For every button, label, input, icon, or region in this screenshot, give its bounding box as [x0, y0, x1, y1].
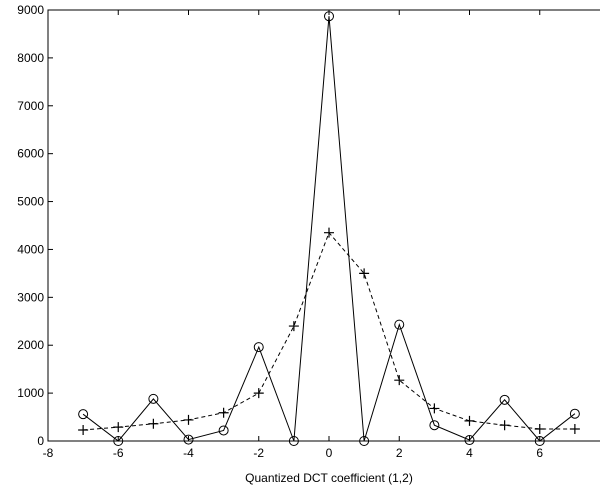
x-tick-label: -2 [253, 446, 264, 460]
x-tick-label: -6 [113, 446, 124, 460]
y-tick-label: 4000 [17, 242, 44, 256]
x-tick-label: -8 [43, 446, 54, 460]
series-2-point [464, 415, 475, 426]
x-axis-label: Quantized DCT coefficient (1,2) [245, 471, 413, 485]
x-tick-label: 0 [326, 446, 333, 460]
series-2-point [148, 418, 159, 429]
series-1-point [429, 420, 440, 431]
series-2-point [253, 388, 264, 399]
y-tick-label: 8000 [17, 51, 44, 65]
x-tick-label: -4 [183, 446, 194, 460]
series-2-point [499, 420, 510, 431]
series-1-point [499, 394, 510, 405]
series-2-point [113, 422, 124, 433]
y-tick-label: 9000 [17, 3, 44, 17]
axis-ticks: -8-6-4-202468010002000300040005000600070… [17, 3, 543, 460]
series-1-line [82, 16, 576, 442]
series-1-point [218, 425, 229, 436]
series-1-point [394, 319, 405, 330]
series-2-point [429, 403, 440, 414]
series-1-point [253, 342, 264, 353]
y-tick-label: 3000 [17, 290, 44, 304]
series-2-point [534, 424, 545, 435]
y-tick-label: 6000 [17, 147, 44, 161]
series-1-point [569, 408, 580, 419]
series-1-point [148, 393, 159, 404]
y-tick-label: 0 [37, 434, 44, 448]
y-tick-label: 2000 [17, 338, 44, 352]
plot-layer [78, 11, 580, 446]
series-2-point [183, 414, 194, 425]
x-tick-label: 2 [396, 446, 403, 460]
series-1-point [183, 434, 194, 445]
x-tick-label: 6 [536, 446, 543, 460]
series-2-point [288, 321, 299, 332]
series-2-point [569, 424, 580, 435]
series-2-point [218, 407, 229, 418]
y-tick-label: 1000 [17, 386, 44, 400]
series-2-line [83, 231, 575, 431]
series-2-point [78, 424, 89, 435]
y-tick-label: 5000 [17, 195, 44, 209]
series-2-point [394, 375, 405, 386]
x-tick-label: 4 [466, 446, 473, 460]
y-tick-label: 7000 [17, 99, 44, 113]
series-1-point [78, 409, 89, 420]
series-1-point [464, 435, 475, 446]
series-2-point [359, 268, 370, 279]
series-2-point [324, 227, 334, 238]
